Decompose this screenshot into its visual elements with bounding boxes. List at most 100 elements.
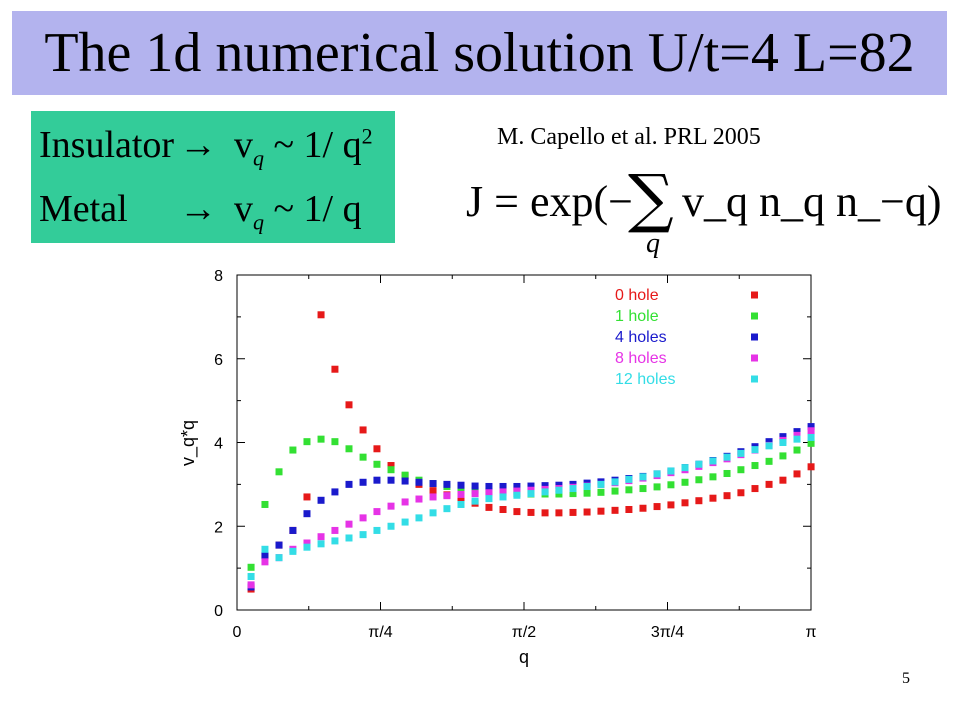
data-point [737,466,745,474]
data-point [597,507,605,515]
data-point [639,473,647,481]
legend-label: 12 holes [615,371,676,388]
data-point [653,503,661,511]
data-point [779,439,787,446]
data-point [569,490,577,498]
slide-title: The 1d numerical solution U/t=4 L=82 [44,22,915,84]
data-point [555,509,563,517]
data-point [387,462,395,470]
data-point [331,438,339,446]
insulator-subscript: q [253,145,264,171]
data-point [555,490,563,498]
data-point [597,488,605,496]
data-point [499,506,507,513]
data-point [779,433,787,441]
y-axis-label: v_q*q [178,420,199,466]
sum-symbol: ∑ [628,162,674,236]
data-point [415,495,423,503]
data-point [261,558,269,566]
data-point [737,449,745,457]
formula-rhs: v_q n_q n_−q) [682,177,942,226]
data-point [709,473,717,481]
data-point [401,498,409,506]
data-point [667,467,675,475]
data-point [345,445,353,453]
data-point [723,492,731,500]
data-point [345,534,353,542]
data-point [387,466,395,474]
x-tick-label: π/2 [512,624,536,641]
data-point [429,480,437,488]
insulator-v: v [234,124,253,166]
data-point [485,503,493,511]
data-point [317,435,325,443]
insulator-rhs: ~ 1/ q [273,124,362,166]
data-point [359,453,367,461]
data-point [261,500,269,508]
data-point [471,490,479,498]
data-point [345,401,353,409]
data-point [751,485,759,493]
data-point [751,446,759,454]
data-point [709,494,717,502]
data-point [275,554,283,562]
data-point [331,537,339,545]
formula-lhs: J = exp(− [466,177,633,226]
metal-v: v [234,188,253,230]
data-point [261,552,269,560]
x-tick-label: 3π/4 [651,624,684,641]
data-point [415,514,423,522]
data-point [765,480,773,488]
data-point [541,509,549,517]
data-point [443,480,451,488]
data-point [261,545,269,553]
data-point [289,446,297,454]
axis-ticks [236,274,812,611]
data-point [331,488,339,496]
data-point [611,487,619,495]
data-point [513,487,521,495]
data-point [359,531,367,539]
metal-subscript: q [253,209,264,235]
data-point [317,311,325,319]
data-point [345,480,353,488]
data-point [303,493,311,501]
data-point [681,464,689,472]
data-point [625,506,633,513]
data-point [401,477,409,485]
data-point [457,495,465,503]
data-point [667,481,675,489]
legend-marker [751,312,758,320]
y-tick-label: 6 [214,352,223,369]
data-point [289,526,297,534]
data-point [499,493,507,501]
data-point [807,439,815,447]
data-point [373,476,381,484]
data-point [793,470,801,478]
data-point [317,540,325,548]
data-point [457,490,465,498]
y-tick-label: 4 [214,436,223,453]
y-tick-label: 0 [214,603,223,620]
data-point [303,438,311,446]
arrow-icon: → [179,124,217,166]
data-point [793,431,801,439]
data-point [597,480,605,488]
legend: 0 hole 1 hole 4 holes 8 holes 12 holes [615,287,758,388]
data-point [695,476,703,484]
data-point [373,508,381,516]
legend-label: 0 hole [615,287,659,304]
data-point [471,497,479,505]
insulator-exponent: 2 [361,123,373,149]
data-point [737,489,745,497]
data-point [373,460,381,468]
data-point [457,481,465,489]
data-point [807,463,815,471]
data-point [387,502,395,510]
legend-marker [751,291,758,299]
data-point [331,365,339,373]
data-point [765,457,773,465]
data-point [373,445,381,453]
data-point [359,514,367,522]
data-point [499,482,507,490]
